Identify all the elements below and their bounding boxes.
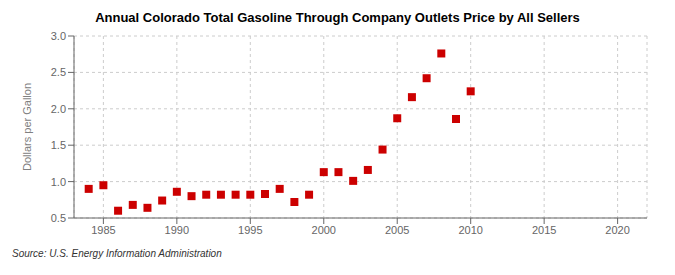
- svg-text:2.0: 2.0: [51, 103, 66, 115]
- svg-text:2000: 2000: [312, 224, 336, 236]
- svg-text:1.5: 1.5: [51, 139, 66, 151]
- svg-text:2.5: 2.5: [51, 66, 66, 78]
- html-text:Annual Colorado Total Gasoline: Annual Colorado Total Gasoline Through C…: [95, 10, 580, 25]
- svg-text:2020: 2020: [605, 224, 629, 236]
- html-text:Source: U.S. Energy Informatio: Source: U.S. Energy Information Administ…: [12, 248, 222, 259]
- svg-text:1995: 1995: [238, 224, 262, 236]
- svg-text:2005: 2005: [385, 224, 409, 236]
- svg-text:3.0: 3.0: [51, 30, 66, 42]
- svg-text:0.5: 0.5: [51, 212, 66, 224]
- svg-text:2010: 2010: [458, 224, 482, 236]
- svg-text:Dollars per Gallon: Dollars per Gallon: [21, 83, 33, 171]
- svg-text:2015: 2015: [532, 224, 556, 236]
- svg-text:1985: 1985: [91, 224, 115, 236]
- svg-text:1990: 1990: [165, 224, 189, 236]
- svg-text:1.0: 1.0: [51, 176, 66, 188]
